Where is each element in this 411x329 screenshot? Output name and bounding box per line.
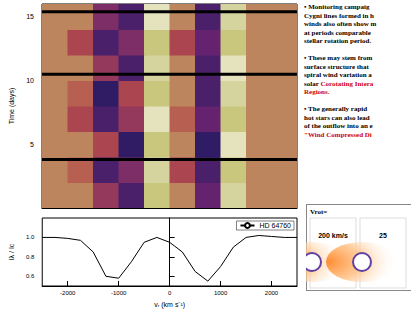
svg-text:15: 15 — [26, 13, 34, 20]
html-text:hot stars can also lead: hot stars can also lead — [304, 113, 370, 122]
html-text:• Monitoring campaig: • Monitoring campaig — [304, 3, 370, 11]
svg-text:200 km/s: 200 km/s — [318, 232, 348, 239]
html-text:• These may stem from: • These may stem from — [304, 54, 373, 62]
html-text:stellar rotation period.: stellar rotation period. — [304, 37, 372, 46]
svg-text:Time (days): Time (days) — [8, 88, 16, 125]
html-text:• The generally rapid: • The generally rapid — [304, 104, 368, 113]
html-text:"Wind Compressed Di: "Wind Compressed Di — [304, 130, 372, 139]
svg-text:-2000: -2000 — [60, 290, 76, 296]
svg-text:Iλ / Ic: Iλ / Ic — [8, 243, 15, 260]
html-text:Cygni lines formed in h: Cygni lines formed in h — [304, 11, 374, 20]
html-text:at periods comparable: at periods comparable — [304, 28, 371, 37]
svg-text:10: 10 — [26, 77, 34, 84]
svg-text:0.8: 0.8 — [26, 254, 35, 260]
html-text:of the outflow into an e: of the outflow into an e — [304, 122, 373, 131]
html-text:winds also often show m: winds also often show m — [304, 20, 377, 29]
svg-text:0: 0 — [168, 290, 172, 296]
html-text:solar Corotating Intera: solar Corotating Intera — [304, 79, 374, 88]
svg-text:25: 25 — [379, 232, 387, 239]
svg-text:0.6: 0.6 — [26, 273, 35, 279]
svg-text:HD 64760: HD 64760 — [259, 222, 291, 229]
html-text:surface structure that: surface structure that — [304, 62, 369, 71]
html-text:spiral wind variation a: spiral wind variation a — [304, 71, 372, 80]
svg-text:1000: 1000 — [214, 290, 228, 296]
svg-text:-1000: -1000 — [111, 290, 127, 296]
html-text:Regions.: Regions. — [304, 88, 330, 97]
svg-text:vᵣ (km s⁻¹): vᵣ (km s⁻¹) — [154, 301, 185, 309]
svg-text:2000: 2000 — [265, 290, 279, 296]
svg-text:1.0: 1.0 — [26, 234, 35, 240]
svg-text:5: 5 — [30, 141, 34, 148]
svg-text:Vrot=: Vrot= — [310, 208, 327, 216]
